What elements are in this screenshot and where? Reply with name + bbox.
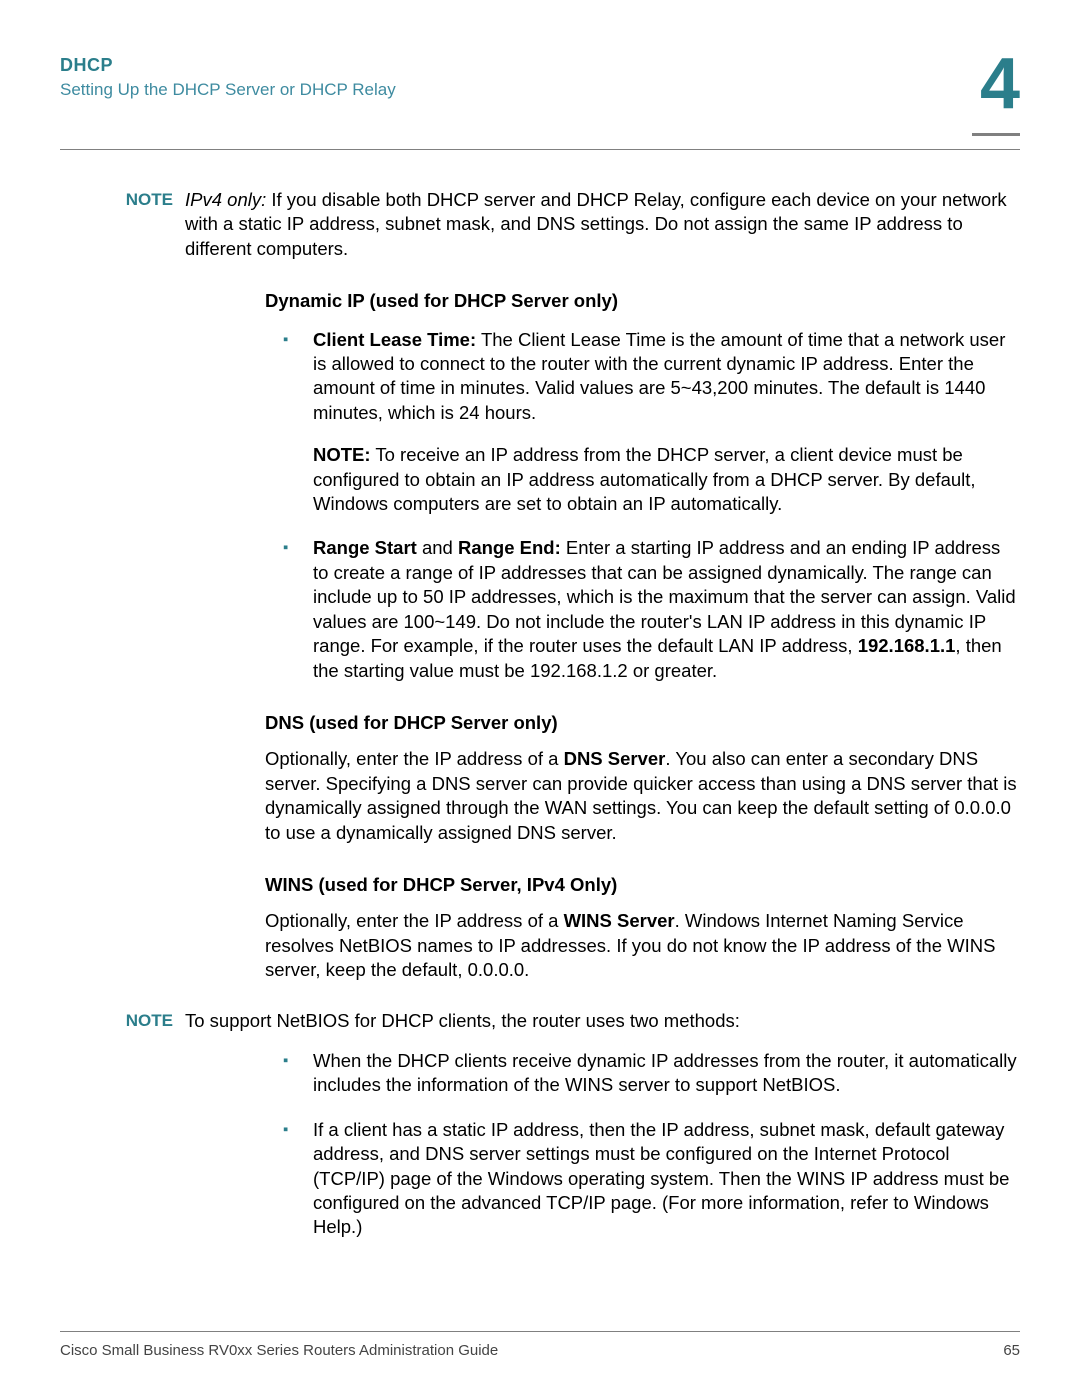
sub-note-bold: NOTE: [313,444,371,465]
netbios-b1: When the DHCP clients receive dynamic IP… [313,1050,1017,1095]
heading-dns: DNS (used for DHCP Server only) [265,711,1020,735]
footer: Cisco Small Business RV0xx Series Router… [60,1331,1020,1359]
header-left: DHCP Setting Up the DHCP Server or DHCP … [60,55,396,100]
note-label: NOTE [60,1009,185,1033]
note-body: To support NetBIOS for DHCP clients, the… [185,1009,1020,1033]
wins-pre: Optionally, enter the IP address of a [265,910,564,931]
list-item: Range Start and Range End: Enter a start… [265,536,1020,682]
list-item: If a client has a static IP address, the… [265,1118,1020,1240]
list-item: When the DHCP clients receive dynamic IP… [265,1049,1020,1098]
note-prefix: IPv4 only: [185,189,266,210]
dns-bold: DNS Server [564,748,666,769]
range-mid: and [417,537,458,558]
header-section-title: Setting Up the DHCP Server or DHCP Relay [60,80,396,100]
netbios-b2: If a client has a static IP address, the… [313,1119,1009,1238]
sub-note-text: To receive an IP address from the DHCP s… [313,444,976,514]
client-lease-bold: Client Lease Time: [313,329,476,350]
range-start-bold: Range Start [313,537,417,558]
dns-paragraph: Optionally, enter the IP address of a DN… [265,747,1020,845]
content: NOTE IPv4 only: If you disable both DHCP… [60,188,1020,1240]
chapter-underline [972,133,1020,136]
wins-bold: WINS Server [564,910,675,931]
footer-page-number: 65 [1003,1342,1020,1359]
note-netbios: NOTE To support NetBIOS for DHCP clients… [60,1009,1020,1033]
list-item: Client Lease Time: The Client Lease Time… [265,328,1020,517]
header-rule [60,149,1020,150]
netbios-list: When the DHCP clients receive dynamic IP… [265,1049,1020,1240]
dns-pre: Optionally, enter the IP address of a [265,748,564,769]
page-header: DHCP Setting Up the DHCP Server or DHCP … [60,55,1020,135]
note-ipv4: NOTE IPv4 only: If you disable both DHCP… [60,188,1020,261]
footer-row: Cisco Small Business RV0xx Series Router… [60,1342,1020,1359]
wins-paragraph: Optionally, enter the IP address of a WI… [265,909,1020,982]
footer-doc-title: Cisco Small Business RV0xx Series Router… [60,1342,498,1359]
page: DHCP Setting Up the DHCP Server or DHCP … [0,0,1080,1397]
client-lease-note: NOTE: To receive an IP address from the … [313,443,1020,516]
note-label: NOTE [60,188,185,261]
chapter-number: 4 [980,43,1020,125]
note-text: If you disable both DHCP server and DHCP… [185,189,1007,259]
footer-rule [60,1331,1020,1332]
range-end-bold: Range End: [458,537,561,558]
header-chapter-title: DHCP [60,55,396,76]
dynamic-ip-list: Client Lease Time: The Client Lease Time… [265,328,1020,683]
range-ip-bold: 192.168.1.1 [858,635,956,656]
heading-wins: WINS (used for DHCP Server, IPv4 Only) [265,873,1020,897]
heading-dynamic-ip: Dynamic IP (used for DHCP Server only) [265,289,1020,313]
note-body: IPv4 only: If you disable both DHCP serv… [185,188,1020,261]
